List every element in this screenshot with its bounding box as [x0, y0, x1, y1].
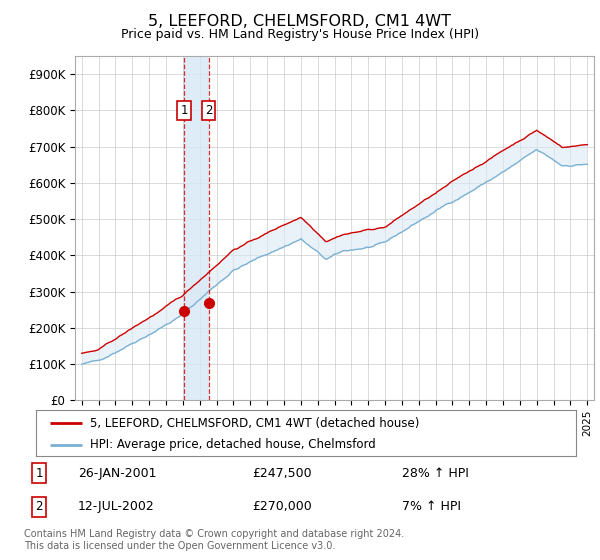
Text: 5, LEEFORD, CHELMSFORD, CM1 4WT (detached house): 5, LEEFORD, CHELMSFORD, CM1 4WT (detache… — [90, 417, 419, 430]
Text: 2: 2 — [205, 104, 212, 117]
Text: 1: 1 — [180, 104, 188, 117]
Text: 7% ↑ HPI: 7% ↑ HPI — [402, 500, 461, 514]
Text: Contains HM Land Registry data © Crown copyright and database right 2024.
This d: Contains HM Land Registry data © Crown c… — [24, 529, 404, 551]
Text: 12-JUL-2002: 12-JUL-2002 — [78, 500, 155, 514]
Text: 26-JAN-2001: 26-JAN-2001 — [78, 466, 157, 480]
Text: 28% ↑ HPI: 28% ↑ HPI — [402, 466, 469, 480]
Text: 5, LEEFORD, CHELMSFORD, CM1 4WT: 5, LEEFORD, CHELMSFORD, CM1 4WT — [149, 14, 452, 29]
Text: £270,000: £270,000 — [252, 500, 312, 514]
Text: 2: 2 — [35, 500, 43, 514]
Text: 1: 1 — [35, 466, 43, 480]
Text: £247,500: £247,500 — [252, 466, 311, 480]
Text: HPI: Average price, detached house, Chelmsford: HPI: Average price, detached house, Chel… — [90, 438, 376, 451]
Bar — [184, 56, 209, 400]
Text: Price paid vs. HM Land Registry's House Price Index (HPI): Price paid vs. HM Land Registry's House … — [121, 28, 479, 41]
